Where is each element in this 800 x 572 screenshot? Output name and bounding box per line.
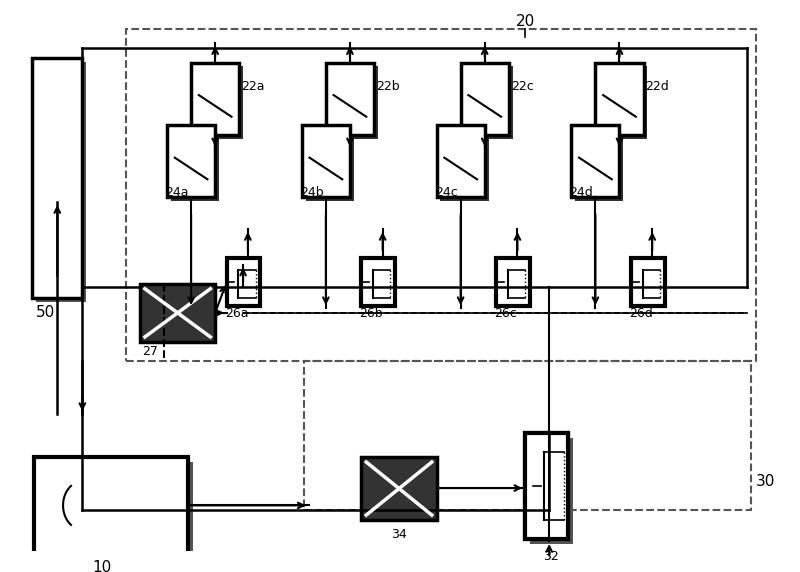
Text: 32: 32 — [543, 550, 559, 563]
Bar — [441, 129, 489, 201]
Text: 22c: 22c — [510, 80, 534, 93]
Text: 26d: 26d — [629, 307, 653, 320]
Bar — [32, 58, 82, 299]
Text: 22d: 22d — [646, 80, 670, 93]
Bar — [525, 433, 569, 539]
Bar — [191, 62, 239, 135]
Text: 27: 27 — [142, 345, 158, 358]
Text: 34: 34 — [391, 528, 407, 541]
Bar — [39, 462, 193, 558]
Text: 24d: 24d — [570, 186, 593, 199]
Bar — [362, 258, 395, 306]
Bar — [326, 62, 374, 135]
Bar — [599, 66, 647, 138]
Text: 24a: 24a — [165, 186, 189, 199]
Text: 30: 30 — [756, 474, 775, 489]
Bar — [126, 29, 756, 361]
Bar — [362, 457, 437, 520]
Bar — [437, 125, 485, 197]
Bar — [171, 129, 219, 201]
Text: 50: 50 — [36, 305, 55, 320]
Bar — [140, 284, 215, 341]
Bar — [167, 125, 215, 197]
Bar — [461, 62, 509, 135]
Bar — [525, 433, 569, 539]
Text: 24b: 24b — [300, 186, 323, 199]
Text: 22a: 22a — [241, 80, 265, 93]
Bar — [34, 457, 188, 554]
Text: 26b: 26b — [359, 307, 383, 320]
Bar — [595, 62, 643, 135]
Bar — [571, 125, 619, 197]
Text: 26a: 26a — [225, 307, 248, 320]
Bar — [631, 258, 665, 306]
Bar — [575, 129, 623, 201]
Bar — [465, 66, 513, 138]
Bar — [304, 361, 751, 510]
Bar — [302, 125, 350, 197]
Text: 26c: 26c — [494, 307, 517, 320]
Text: 10: 10 — [92, 561, 111, 572]
Bar — [195, 66, 243, 138]
Text: 24c: 24c — [434, 186, 458, 199]
Text: 20: 20 — [515, 14, 534, 29]
Bar — [330, 66, 378, 138]
Bar — [36, 62, 86, 302]
Bar — [496, 258, 530, 306]
Bar — [306, 129, 354, 201]
Bar — [530, 438, 574, 544]
Bar — [226, 258, 261, 306]
Text: 22b: 22b — [376, 80, 399, 93]
